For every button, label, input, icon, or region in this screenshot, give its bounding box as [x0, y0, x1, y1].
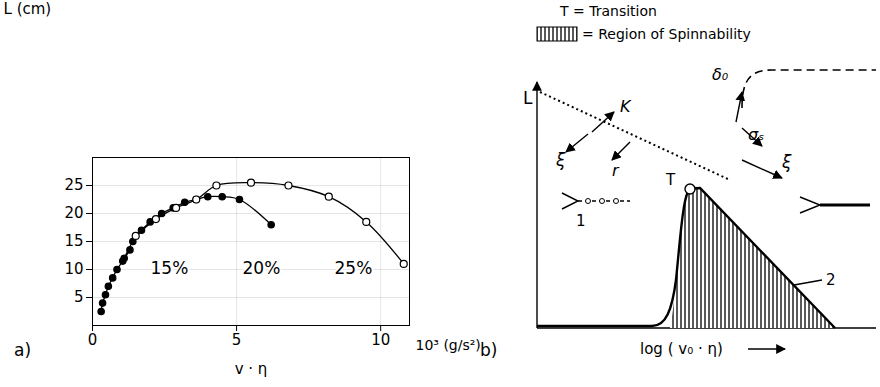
svg-text:ξ: ξ: [781, 152, 792, 172]
svg-text:v · η: v · η: [235, 360, 268, 378]
svg-text:0: 0: [88, 331, 98, 349]
svg-text:σₛ: σₛ: [748, 125, 764, 144]
svg-text:25%: 25%: [335, 258, 373, 278]
svg-text:10³ (g/s²): 10³ (g/s²): [416, 337, 481, 353]
svg-text:10: 10: [64, 260, 83, 278]
svg-text:25: 25: [64, 176, 83, 194]
svg-text:δ₀: δ₀: [712, 65, 729, 84]
svg-text:log ( v₀ · η): log ( v₀ · η): [640, 340, 723, 358]
svg-text:T: T: [665, 171, 676, 189]
svg-text:b): b): [480, 340, 497, 360]
svg-text:20%: 20%: [243, 258, 281, 278]
html-text:a): a): [14, 340, 32, 360]
svg-text:L (cm): L (cm): [4, 0, 52, 18]
svg-text:20: 20: [64, 204, 83, 222]
svg-text:15%: 15%: [151, 258, 189, 278]
svg-text:15: 15: [64, 232, 83, 250]
svg-text:= Region of Spinnability: = Region of Spinnability: [582, 26, 751, 42]
svg-text:2: 2: [826, 271, 836, 289]
svg-text:ξ: ξ: [555, 150, 566, 170]
svg-text:T = Transition: T = Transition: [559, 3, 657, 19]
svg-text:r: r: [612, 161, 620, 180]
svg-text:1: 1: [576, 212, 586, 230]
svg-text:5: 5: [74, 288, 84, 306]
svg-text:K: K: [620, 97, 632, 116]
svg-text:10: 10: [371, 331, 390, 349]
svg-text:L: L: [523, 88, 533, 108]
svg-text:5: 5: [232, 331, 242, 349]
